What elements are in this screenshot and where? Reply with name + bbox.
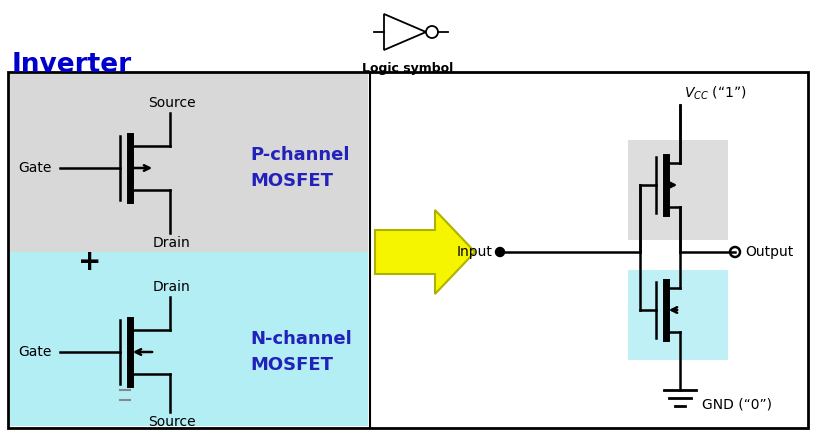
Text: P-channel
MOSFET: P-channel MOSFET (250, 147, 349, 190)
Text: Inverter: Inverter (12, 52, 132, 78)
Text: Gate: Gate (19, 161, 52, 175)
Text: Gate: Gate (19, 345, 52, 359)
Bar (8, 72, 808, 428)
Text: N-channel
MOSFET: N-channel MOSFET (250, 331, 352, 374)
Text: Source: Source (149, 415, 196, 429)
Text: Drain: Drain (153, 280, 191, 294)
Text: +: + (78, 248, 102, 276)
Polygon shape (375, 210, 475, 294)
Circle shape (495, 247, 504, 256)
Text: Output: Output (745, 245, 793, 259)
Bar (10, 74, 368, 252)
Text: Input: Input (456, 245, 492, 259)
Text: $V_{CC}$ (“1”): $V_{CC}$ (“1”) (684, 85, 747, 102)
Bar (10, 252, 368, 426)
Text: Source: Source (149, 96, 196, 110)
Bar (628, 270, 728, 360)
Text: GND (“0”): GND (“0”) (702, 398, 772, 412)
Text: Drain: Drain (153, 236, 191, 250)
Bar (628, 140, 728, 240)
Text: Logic symbol: Logic symbol (362, 62, 454, 75)
